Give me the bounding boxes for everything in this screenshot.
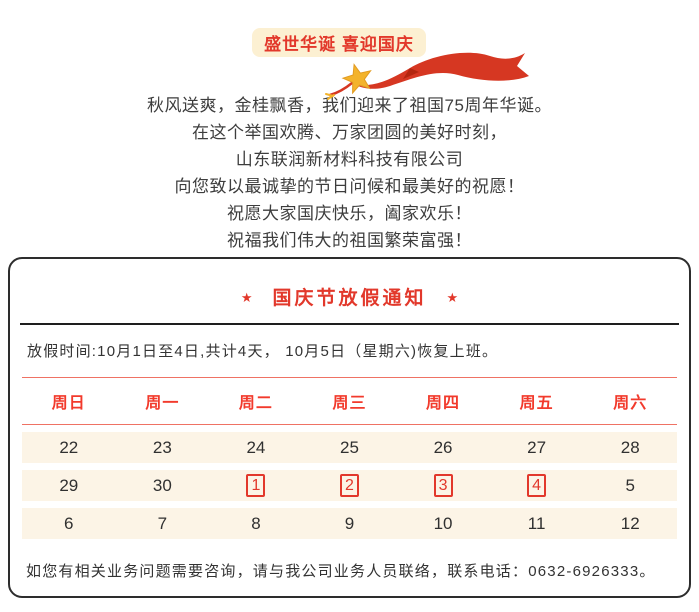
- star-icon: ★: [446, 290, 459, 305]
- calendar-day: 3: [396, 474, 490, 497]
- calendar-day: 22: [59, 437, 79, 457]
- star-icon: ★: [240, 290, 253, 305]
- holiday-time-text: 放假时间:10月1日至4日,共计4天， 10月5日（星期六)恢复上班。: [27, 343, 499, 360]
- banner-title: 盛世华诞 喜迎国庆: [264, 35, 414, 54]
- weekday-label: 周三: [332, 395, 367, 412]
- calendar-day: 30: [152, 475, 172, 495]
- title-divider: [20, 323, 679, 325]
- header-banner: 盛世华诞 喜迎国庆: [252, 28, 426, 57]
- calendar-row: 6 7 8 9 10 11 12: [22, 508, 677, 539]
- calendar-day: 27: [527, 437, 547, 457]
- greeting-line: 向您致以最诚挚的节日问候和最美好的祝愿！: [174, 177, 525, 196]
- calendar-row: 29 30 1 2 3 4 5: [22, 470, 677, 501]
- holiday-day-badge: 1: [246, 474, 266, 497]
- weekday-label: 周六: [613, 395, 648, 412]
- calendar-day: 5: [625, 475, 635, 495]
- calendar-day: 26: [433, 437, 453, 457]
- calendar-day: 25: [340, 437, 359, 457]
- greeting-line: 山东联润新材料科技有限公司: [235, 150, 464, 169]
- header-zone: 盛世华诞 喜迎国庆: [0, 0, 699, 100]
- calendar-day: 6: [64, 513, 74, 533]
- weekday-label: 周四: [426, 395, 461, 412]
- calendar-day: 4: [490, 474, 584, 497]
- holiday-day-badge: 3: [433, 474, 453, 497]
- weekday-label: 周二: [238, 395, 273, 412]
- greeting-line: 祝愿大家国庆快乐，阖家欢乐！: [227, 204, 472, 223]
- calendar-weekday-row: 周日 周一 周二 周三 周四 周五 周六: [22, 377, 677, 425]
- calendar-day: 8: [251, 513, 261, 533]
- calendar-day: 29: [59, 475, 79, 495]
- weekday-label: 周一: [145, 395, 180, 412]
- calendar-day: 2: [303, 474, 397, 497]
- calendar-day: 1: [209, 474, 303, 497]
- greeting-line: 祝福我们伟大的祖国繁荣富强！: [227, 231, 472, 250]
- holiday-calendar: 周日 周一 周二 周三 周四 周五 周六 22 23 24 25 26 27 28 29 30 1 2 3 4 5 6 7…: [22, 377, 677, 539]
- calendar-day: 9: [344, 513, 355, 533]
- calendar-day: 28: [620, 437, 640, 457]
- calendar-day: 23: [152, 437, 172, 457]
- star-icon: [341, 63, 372, 95]
- calendar-day: 11: [527, 513, 546, 533]
- greeting-block: 秋风送爽，金桂飘香，我们迎来了祖国75周年华诞。 在这个举国欢腾、万家团圆的美好时…: [0, 92, 699, 254]
- calendar-rows: 22 23 24 25 26 27 28 29 30 1 2 3 4 5 6 7 8 9 10 11 12: [22, 432, 677, 539]
- calendar-day: 10: [433, 513, 453, 533]
- notice-box: ★ 国庆节放假通知 ★ 放假时间:10月1日至4日,共计4天， 10月5日（星期六)…: [8, 257, 691, 598]
- weekday-label: 周五: [519, 395, 554, 412]
- greeting-line: 秋风送爽，金桂飘香，我们迎来了祖国75周年华诞。: [147, 96, 552, 115]
- greeting-line: 在这个举国欢腾、万家团圆的美好时刻，: [192, 123, 507, 142]
- ribbon-star-icon: [325, 52, 529, 100]
- calendar-day: 12: [620, 513, 640, 533]
- calendar-day: 7: [157, 513, 168, 533]
- notice-title: ★ 国庆节放假通知 ★: [10, 285, 689, 312]
- contact-text: 如您有相关业务问题需要咨询，请与我公司业务人员联络，联系电话：0632-6926…: [26, 563, 656, 580]
- holiday-day-badge: 4: [527, 474, 547, 497]
- notice-title-text: 国庆节放假通知: [272, 288, 427, 309]
- holiday-day-badge: 2: [340, 474, 359, 497]
- weekday-label: 周日: [51, 395, 86, 412]
- calendar-day: 24: [246, 437, 266, 457]
- calendar-row: 22 23 24 25 26 27 28: [22, 432, 677, 463]
